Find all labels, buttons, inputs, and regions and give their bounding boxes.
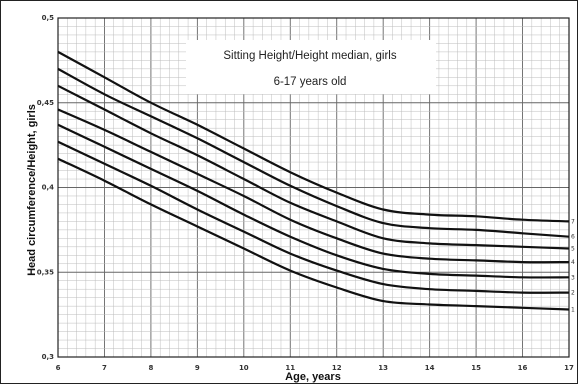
- series-label-1: 1: [571, 307, 575, 314]
- series-line-2: [57, 140, 570, 294]
- series-label-3: 3: [571, 274, 575, 281]
- x-tick-label: 13: [378, 364, 388, 372]
- x-tick-label: 7: [102, 364, 107, 372]
- x-tick-label: 9: [195, 364, 200, 372]
- x-axis-label: Age, years: [285, 371, 341, 383]
- series: 7 6 5 4 3 2 1: [57, 50, 575, 314]
- plot-border: [57, 17, 570, 358]
- y-tick-label: 0,5: [42, 14, 55, 22]
- x-tick-label: 16: [518, 364, 528, 372]
- chart-title: Sitting Height/Height median, girls: [223, 50, 396, 62]
- series-label-7: 7: [571, 218, 575, 225]
- y-axis-label: Head circumference/Height, girls: [26, 104, 38, 276]
- series-line-6: [57, 67, 570, 238]
- series-line-5: [57, 84, 570, 250]
- chart-subtitle: 6-17 years old: [274, 76, 347, 88]
- y-tick-label: 0,4: [42, 184, 55, 192]
- x-tick-label: 17: [564, 364, 574, 372]
- series-label-5: 5: [571, 246, 575, 253]
- x-tick-label: 15: [471, 364, 481, 372]
- x-tick-label: 6: [56, 364, 61, 372]
- ticks: 6 7 8 9 10 11 12 13 14 15 16 170,30,350,40,450,5: [37, 14, 574, 372]
- series-line-4: [57, 108, 570, 264]
- y-tick-label: 0,35: [37, 268, 54, 276]
- x-tick-label: 11: [285, 364, 295, 372]
- series-line-7: [57, 50, 570, 223]
- series-label-6: 6: [571, 234, 575, 241]
- x-tick-label: 10: [239, 364, 249, 372]
- series-line-3: [57, 123, 570, 279]
- y-tick-label: 0,3: [42, 353, 55, 361]
- x-tick-label: 14: [425, 364, 435, 372]
- series-label-2: 2: [571, 290, 575, 297]
- title-background: [186, 40, 436, 94]
- y-tick-label: 0,45: [37, 99, 54, 107]
- series-label-4: 4: [571, 259, 575, 266]
- x-tick-label: 12: [332, 364, 342, 372]
- x-tick-label: 8: [148, 364, 153, 372]
- series-line-1: [57, 157, 570, 311]
